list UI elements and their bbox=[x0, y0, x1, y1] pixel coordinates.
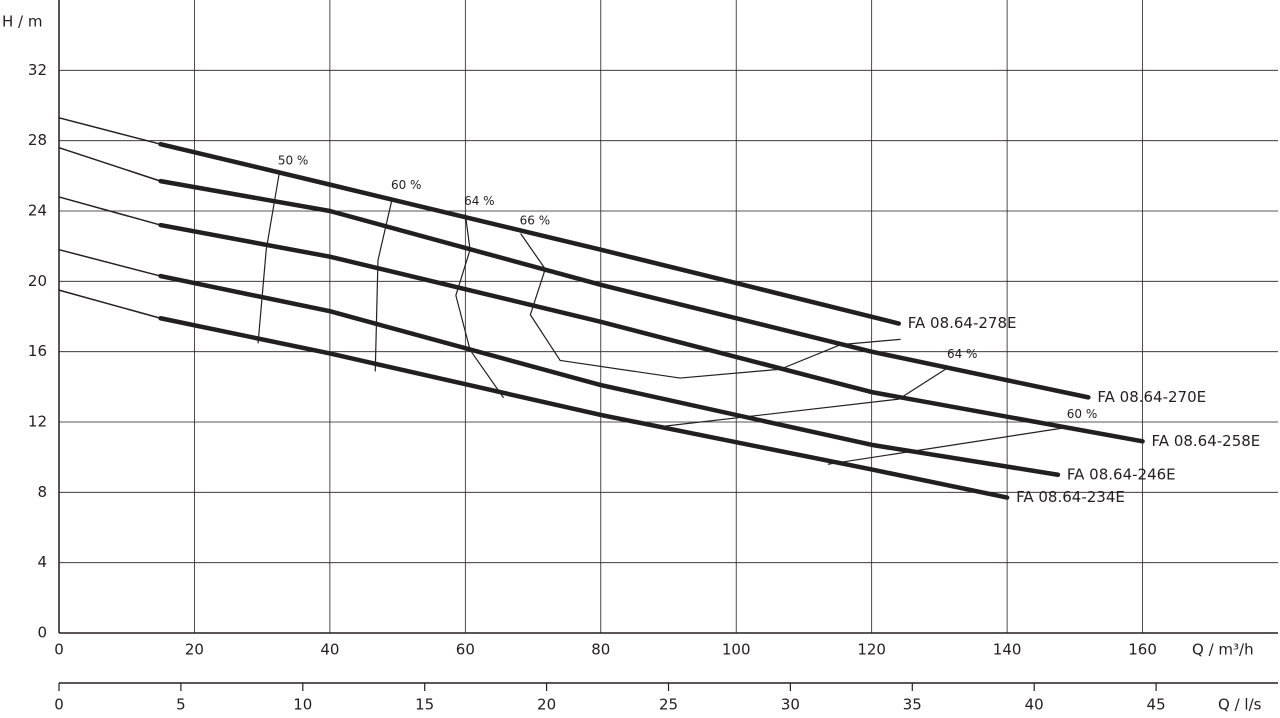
efficiency-line bbox=[654, 366, 949, 428]
curve-lead bbox=[58, 117, 162, 145]
y-axis-title: H / m bbox=[2, 13, 42, 31]
x-tick-label: 100 bbox=[722, 641, 751, 659]
efficiency-line bbox=[455, 213, 504, 398]
x2-tick-label: 30 bbox=[781, 696, 800, 714]
x2-tick-label: 20 bbox=[537, 696, 556, 714]
y-tick-label: 24 bbox=[28, 202, 47, 220]
y-tick-label: 8 bbox=[37, 483, 47, 501]
pump-curve bbox=[158, 273, 1061, 477]
x2-tick-label: 0 bbox=[54, 696, 64, 714]
series-label: FA 08.64-270E bbox=[1097, 388, 1206, 406]
x2-axis-title: Q / l/s bbox=[1218, 696, 1262, 714]
x-axis-title: Q / m³/h bbox=[1192, 641, 1254, 659]
pump-curve bbox=[158, 141, 902, 326]
y-tick-label: 0 bbox=[37, 624, 47, 642]
efficiency-line bbox=[827, 426, 1069, 465]
y-tick-label: 12 bbox=[28, 413, 47, 431]
x-tick-label: 40 bbox=[320, 641, 339, 659]
x-tick-label: 0 bbox=[54, 641, 64, 659]
efficiency-line bbox=[257, 173, 280, 344]
x2-tick-label: 5 bbox=[176, 696, 186, 714]
x2-tick-label: 45 bbox=[1147, 696, 1166, 714]
y-tick-label: 16 bbox=[28, 342, 47, 360]
x-tick-label: 60 bbox=[456, 641, 475, 659]
x-tick-label: 120 bbox=[857, 641, 886, 659]
efficiency-label: 64 % bbox=[947, 347, 978, 361]
curve-lead bbox=[58, 248, 162, 277]
x2-tick-label: 25 bbox=[659, 696, 678, 714]
pump-curve bbox=[158, 222, 1145, 444]
pump-curve bbox=[158, 316, 1010, 500]
series-label: FA 08.64-278E bbox=[908, 314, 1017, 332]
x2-tick-label: 10 bbox=[293, 696, 312, 714]
y-tick-label: 28 bbox=[28, 131, 47, 149]
curve-lead bbox=[58, 289, 162, 320]
efficiency-label: 60 % bbox=[1067, 407, 1098, 421]
x-tick-label: 80 bbox=[591, 641, 610, 659]
efficiency-label: 64 % bbox=[464, 194, 495, 208]
curve-lead bbox=[58, 196, 162, 226]
efficiency-line bbox=[520, 233, 901, 379]
series-label: FA 08.64-246E bbox=[1067, 465, 1176, 483]
x2-tick-label: 35 bbox=[903, 696, 922, 714]
efficiency-line bbox=[374, 198, 393, 372]
y-tick-label: 4 bbox=[37, 553, 47, 571]
x-tick-label: 160 bbox=[1128, 641, 1157, 659]
efficiency-label: 66 % bbox=[520, 213, 551, 227]
series-label: FA 08.64-234E bbox=[1016, 488, 1125, 506]
x2-tick-label: 40 bbox=[1025, 696, 1044, 714]
pump-curve bbox=[158, 178, 1091, 400]
curve-lead bbox=[58, 146, 162, 182]
x2-tick-label: 15 bbox=[415, 696, 434, 714]
y-tick-label: 32 bbox=[28, 61, 47, 79]
x-tick-label: 140 bbox=[993, 641, 1022, 659]
y-tick-label: 20 bbox=[28, 272, 47, 290]
efficiency-label: 60 % bbox=[391, 178, 422, 192]
efficiency-label: 50 % bbox=[278, 154, 309, 168]
x-tick-label: 20 bbox=[185, 641, 204, 659]
series-label: FA 08.64-258E bbox=[1152, 432, 1261, 450]
